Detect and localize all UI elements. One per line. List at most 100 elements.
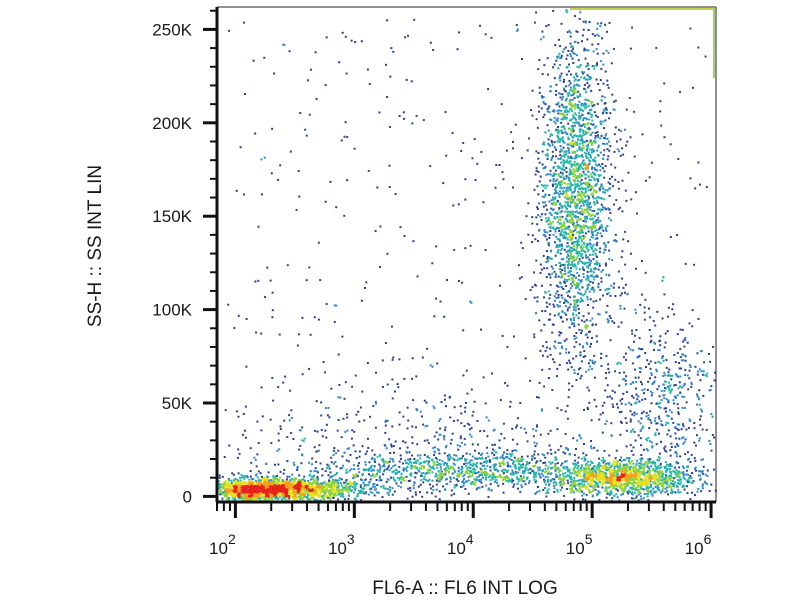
event-dot [391, 493, 394, 496]
event-dot [547, 476, 550, 479]
event-dot [289, 493, 292, 496]
event-dot [491, 443, 494, 446]
event-dot [492, 472, 495, 475]
event-dot [292, 496, 294, 499]
event-dot [354, 475, 357, 478]
event-dot [614, 239, 616, 242]
event-dot [549, 135, 552, 138]
event-dot [471, 475, 473, 477]
event-dot [373, 488, 376, 491]
event-dot [578, 471, 581, 474]
event-dot [581, 188, 584, 191]
event-dot [583, 133, 586, 136]
event-dot [554, 299, 556, 302]
event-dot [545, 464, 548, 467]
event-dot [337, 493, 340, 496]
event-dot [560, 227, 563, 230]
event-dot [277, 490, 280, 493]
event-dot [635, 482, 638, 485]
event-dot [349, 453, 352, 456]
event-dot [383, 468, 386, 471]
event-dot [593, 203, 596, 206]
event-dot [560, 478, 563, 481]
event-dot [274, 478, 277, 481]
event-dot [486, 460, 489, 463]
event-dot [535, 461, 538, 464]
event-dot [576, 199, 579, 201]
event-dot [444, 473, 447, 476]
event-dot [619, 459, 621, 461]
event-dot [682, 471, 685, 474]
event-dot [649, 458, 652, 461]
event-dot [307, 494, 310, 497]
event-dot [557, 132, 560, 135]
event-dot [562, 263, 565, 266]
event-dot [286, 483, 288, 486]
event-dot [623, 473, 626, 476]
event-dot [618, 479, 621, 482]
event-dot [412, 462, 415, 465]
event-dot [537, 193, 540, 196]
event-dot [449, 465, 452, 468]
event-dot [570, 490, 573, 493]
event-dot [631, 482, 634, 485]
event-dot [573, 201, 576, 204]
event-dot [568, 249, 571, 252]
event-dot [259, 493, 262, 496]
event-dot [602, 456, 605, 459]
event-dot [572, 482, 575, 485]
event-dot [584, 154, 587, 157]
event-dot [259, 472, 262, 475]
event-dot [655, 475, 658, 478]
event-dot [613, 465, 616, 468]
event-dot [583, 483, 586, 486]
event-dot [286, 486, 289, 489]
event-dot [625, 464, 628, 467]
event-dot [562, 482, 565, 485]
event-dot [601, 431, 604, 434]
event-dot [646, 495, 649, 498]
event-dot [495, 481, 498, 484]
event-dot [700, 490, 703, 493]
event-dot [243, 489, 246, 492]
event-dot [699, 474, 701, 477]
event-dot [663, 477, 666, 480]
event-dot [326, 463, 329, 466]
event-dot [531, 470, 534, 473]
event-dot [311, 463, 314, 466]
event-dot [420, 479, 423, 482]
event-dot [235, 495, 237, 498]
event-dot [471, 455, 474, 458]
event-dot [592, 473, 595, 476]
event-dot [570, 213, 573, 216]
event-dot [414, 460, 417, 463]
event-dot [658, 467, 661, 470]
event-dot [462, 482, 465, 484]
event-dot [570, 483, 573, 486]
event-dot [579, 115, 582, 118]
event-dot [506, 477, 509, 480]
event-dot [579, 134, 582, 137]
event-dot [394, 464, 397, 467]
event-dot [319, 490, 322, 493]
event-dot [545, 495, 548, 498]
event-dot [543, 296, 545, 299]
event-dot [321, 489, 324, 492]
event-dot [567, 474, 569, 477]
event-dot [579, 93, 581, 96]
event-dot [593, 354, 596, 357]
event-dot [632, 497, 635, 500]
event-dot [646, 463, 649, 466]
event-dot [617, 180, 620, 183]
event-dot [542, 489, 545, 491]
event-dot [376, 484, 379, 486]
event-dot [665, 474, 667, 476]
event-dot [552, 220, 554, 223]
event-dot [350, 468, 353, 471]
event-dot [448, 470, 450, 473]
event-dot [453, 463, 456, 466]
event-dot [264, 489, 267, 491]
event-dot [274, 493, 277, 496]
event-dot [414, 491, 417, 494]
event-dot [542, 167, 545, 170]
